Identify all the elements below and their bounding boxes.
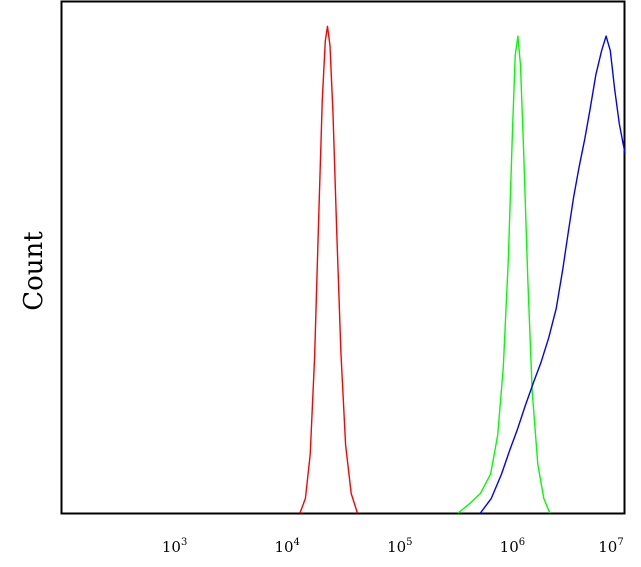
x-tick-labels: 103 104 105 106 107: [162, 537, 624, 556]
x-tick-label-1: 103: [162, 537, 187, 556]
x-tick-label-4: 106: [500, 537, 525, 556]
y-axis-label: Count: [19, 231, 49, 311]
plot-frame: [60, 0, 626, 515]
series-line-1: [299, 25, 359, 514]
series-group: [299, 25, 626, 514]
x-tick-label-2: 104: [274, 537, 299, 556]
series-line-2: [457, 35, 551, 514]
x-tick-label-5: 107: [598, 537, 623, 556]
series-line-3: [479, 35, 626, 514]
x-tick-label-3: 105: [387, 537, 412, 556]
